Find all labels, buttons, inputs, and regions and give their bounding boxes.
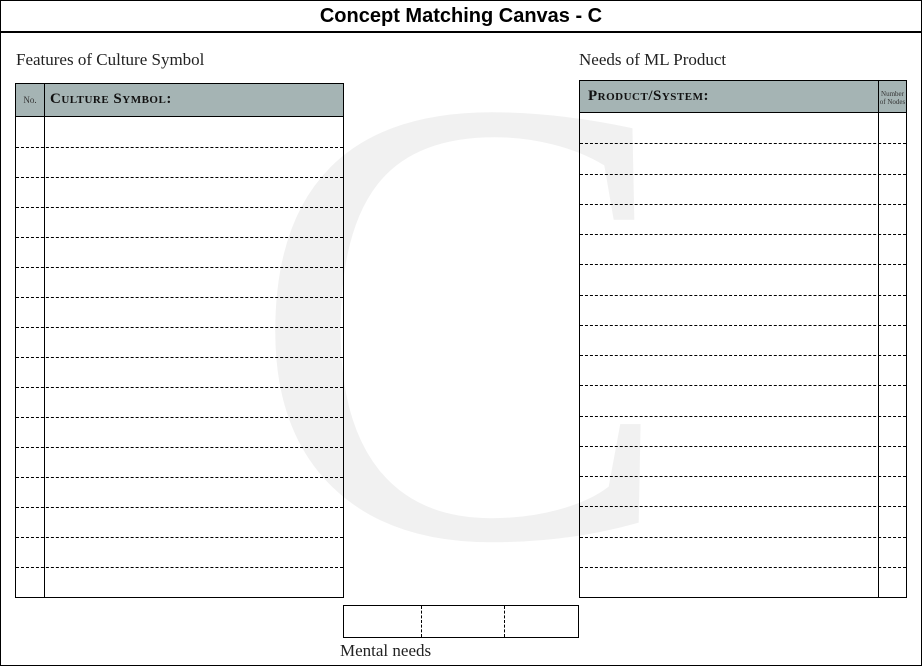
table-row[interactable] [16,267,343,297]
mental-needs-box [343,605,579,638]
row-separator [16,237,343,238]
table-row[interactable] [16,357,343,387]
row-separator [16,537,343,538]
table-row[interactable] [580,567,906,597]
page-title: Concept Matching Canvas - C [1,1,921,33]
row-separator [16,357,343,358]
row-separator [16,507,343,508]
table-row[interactable] [580,113,906,143]
row-separator [16,147,343,148]
row-separator [580,355,906,356]
row-separator [16,327,343,328]
table-row[interactable] [580,325,906,355]
mental-needs-divider [421,606,422,637]
mental-need-cell[interactable] [505,606,578,637]
mental-needs-label: Mental needs [340,641,432,660]
row-separator [580,446,906,447]
row-separator [16,567,343,568]
row-separator [580,204,906,205]
table-row[interactable] [16,237,343,267]
row-separator [580,234,906,235]
table-row[interactable] [580,204,906,234]
table-row[interactable] [16,117,343,147]
row-separator [580,264,906,265]
table-row[interactable] [16,477,343,507]
table-row[interactable] [16,567,343,597]
table-row[interactable] [580,446,906,476]
table-row[interactable] [580,476,906,506]
table-row[interactable] [16,447,343,477]
product-system-header[interactable]: Product/System: [588,88,709,104]
row-separator [16,417,343,418]
row-separator [580,295,906,296]
table-row[interactable] [16,417,343,447]
mental-needs-divider [504,606,505,637]
row-separator [16,297,343,298]
row-separator [16,207,343,208]
row-separator [16,477,343,478]
table-row[interactable] [580,385,906,415]
row-separator [580,143,906,144]
row-separator [580,416,906,417]
mental-need-cell[interactable] [344,606,421,637]
culture-symbol-table-header: No. Culture Symbol: [16,84,343,117]
table-row[interactable] [16,177,343,207]
row-separator [16,267,343,268]
table-row[interactable] [580,537,906,567]
row-separator [16,387,343,388]
table-row[interactable] [16,507,343,537]
table-row[interactable] [580,174,906,204]
product-needs-table: Product/System: Number of Nodes [579,80,907,598]
table-row[interactable] [580,416,906,446]
table-row[interactable] [16,387,343,417]
row-separator [580,537,906,538]
table-row[interactable] [580,295,906,325]
row-separator [580,174,906,175]
row-separator [16,177,343,178]
table-row[interactable] [16,537,343,567]
row-separator [580,476,906,477]
culture-symbol-header[interactable]: Culture Symbol: [50,91,172,107]
left-section-label: Features of Culture Symbol [16,50,205,69]
right-section-label: Needs of ML Product [579,50,727,69]
culture-symbol-table: No. Culture Symbol: [15,83,344,598]
table-row[interactable] [580,234,906,264]
table-row[interactable] [16,207,343,237]
product-needs-table-header: Product/System: Number of Nodes [580,81,906,113]
row-separator [580,506,906,507]
table-row[interactable] [16,327,343,357]
table-row[interactable] [16,147,343,177]
nodes-column-divider [878,81,879,597]
table-row[interactable] [580,355,906,385]
row-separator [580,567,906,568]
no-column-divider [44,84,45,597]
row-separator [580,385,906,386]
row-separator [580,325,906,326]
no-column-header: No. [23,95,37,105]
table-row[interactable] [580,506,906,536]
table-row[interactable] [580,143,906,173]
table-row[interactable] [16,297,343,327]
number-of-nodes-header: Number of Nodes [879,90,906,106]
row-separator [16,447,343,448]
table-row[interactable] [580,264,906,294]
mental-need-cell[interactable] [422,606,504,637]
